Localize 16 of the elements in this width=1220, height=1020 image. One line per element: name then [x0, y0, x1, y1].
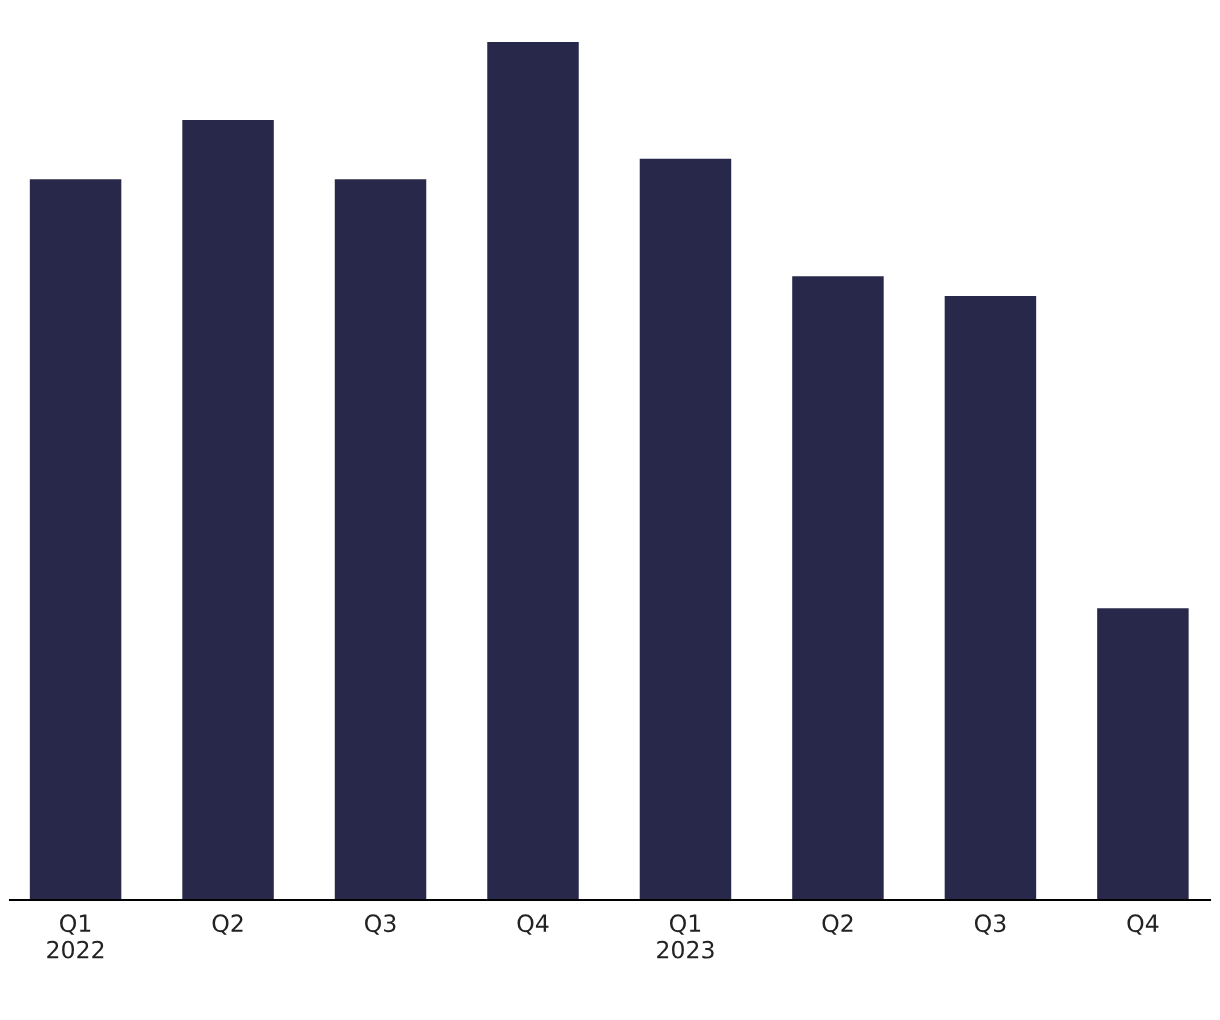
bar	[487, 42, 579, 900]
bar	[1097, 608, 1189, 900]
x-tick-label: Q3	[365, 914, 396, 935]
bar	[29, 179, 122, 900]
x-tick-label: Q1 2023	[657, 914, 714, 959]
x-tick-label: Q1 2022	[47, 914, 104, 959]
bar	[334, 179, 427, 900]
bar	[792, 276, 884, 900]
bar	[944, 295, 1037, 900]
bar	[182, 120, 274, 900]
x-tick-label: Q3	[974, 914, 1006, 935]
x-tick-label: Q4	[517, 914, 549, 935]
x-tick-label: Q2	[212, 914, 243, 935]
x-tick-label: Q4	[1127, 914, 1159, 935]
bar	[639, 158, 732, 900]
x-tick-label: Q2	[822, 914, 853, 935]
